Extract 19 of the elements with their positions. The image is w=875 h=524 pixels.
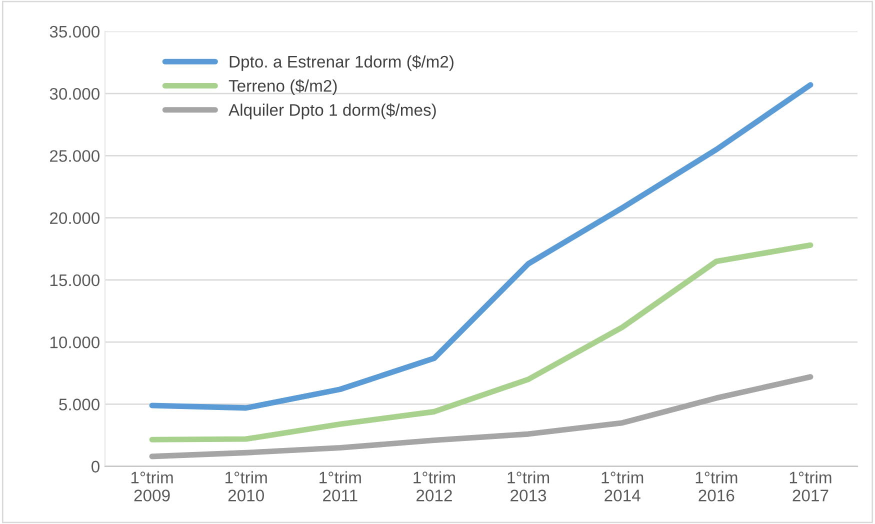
y-tick-label: 25.000 <box>50 150 100 162</box>
x-tick-label: 1°trim 2016 <box>696 471 738 502</box>
y-tick-label: 5.000 <box>59 398 100 410</box>
y-tick-label: 10.000 <box>50 336 100 348</box>
legend-label: Dpto. a Estrenar 1dorm ($/m2) <box>230 55 454 71</box>
x-tick-label: 1°trim 2013 <box>508 471 550 502</box>
y-tick-label: 20.000 <box>50 212 100 224</box>
x-tick-label: 1°trim 2017 <box>790 471 832 502</box>
x-tick-label: 1°trim 2009 <box>131 471 173 502</box>
x-tick-label: 1°trim 2014 <box>602 471 644 502</box>
y-tick-label: 15.000 <box>50 274 100 286</box>
x-tick-label: 1°trim 2011 <box>320 471 361 502</box>
legend-label: Terreno ($/m2) <box>228 79 337 96</box>
y-tick-label: 30.000 <box>50 88 100 100</box>
x-tick-label: 1°trim 2010 <box>226 471 267 502</box>
x-tick-label: 1°trim 2012 <box>414 471 455 502</box>
legend-label: Alquiler Dpto 1 dorm($/mes) <box>228 103 436 120</box>
y-tick-label: 0 <box>92 460 100 473</box>
y-tick-label: 35.000 <box>50 26 100 38</box>
